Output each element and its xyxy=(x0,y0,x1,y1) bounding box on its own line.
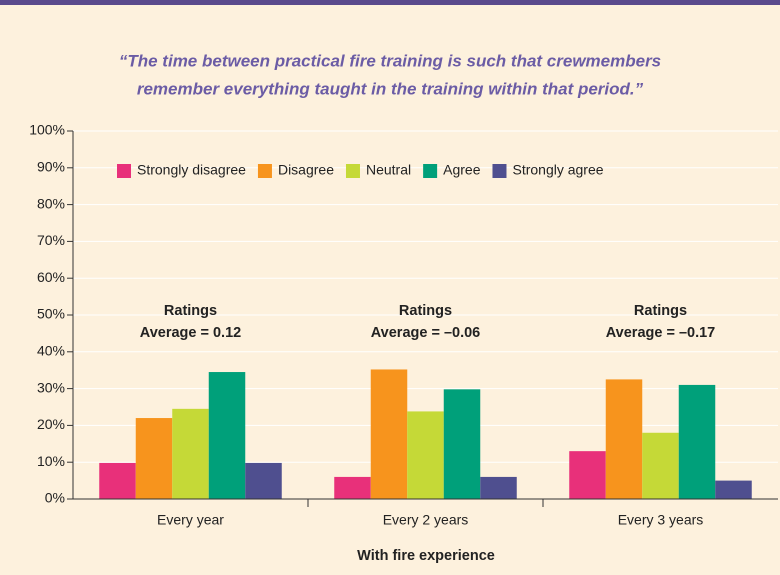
bar xyxy=(370,369,408,499)
legend-label: Strongly disagree xyxy=(137,162,246,178)
bar xyxy=(480,476,517,499)
bar xyxy=(135,418,173,499)
x-tick-label: Every 2 years xyxy=(383,512,469,528)
legend-label: Disagree xyxy=(278,162,334,178)
bar xyxy=(569,451,606,499)
bar xyxy=(208,372,246,499)
y-tick-label: 60% xyxy=(37,269,65,285)
x-tick-label: Every year xyxy=(157,512,224,528)
legend-label: Strongly agree xyxy=(512,162,603,178)
bar xyxy=(605,379,643,499)
annotation: Ratings xyxy=(399,303,452,319)
legend-swatch xyxy=(117,164,131,178)
bar xyxy=(99,462,136,499)
y-tick-label: 100% xyxy=(29,122,65,138)
y-tick-label: 30% xyxy=(37,379,65,395)
legend-label: Neutral xyxy=(366,162,411,178)
bar xyxy=(172,408,209,499)
legend-swatch xyxy=(257,164,272,178)
bar xyxy=(715,480,752,499)
annotation: Average = –0.06 xyxy=(371,325,481,341)
legend-swatch xyxy=(423,164,438,178)
y-tick-label: 20% xyxy=(37,416,65,432)
legend-label: Agree xyxy=(443,162,481,178)
bar xyxy=(334,476,371,499)
bar xyxy=(678,384,716,499)
y-tick-label: 50% xyxy=(37,306,65,322)
bar xyxy=(642,432,679,499)
y-tick-label: 70% xyxy=(37,232,65,248)
y-tick-label: 90% xyxy=(37,159,65,175)
legend-swatch xyxy=(492,164,507,178)
bar xyxy=(245,462,282,499)
chart-title: “The time between practical fire trainin… xyxy=(119,51,661,70)
annotation: Average = –0.17 xyxy=(606,325,716,341)
y-tick-label: 0% xyxy=(45,490,65,506)
bar xyxy=(443,389,481,499)
x-axis-label: With fire experience xyxy=(357,548,495,564)
top-bar xyxy=(0,0,780,5)
x-tick-label: Every 3 years xyxy=(618,512,704,528)
annotation: Average = 0.12 xyxy=(140,325,241,341)
bar xyxy=(407,411,444,499)
legend-swatch xyxy=(345,164,360,178)
chart-title: remember everything taught in the traini… xyxy=(137,79,644,98)
y-tick-label: 40% xyxy=(37,343,65,359)
y-tick-label: 10% xyxy=(37,453,65,469)
annotation: Ratings xyxy=(164,303,217,319)
y-tick-label: 80% xyxy=(37,195,65,211)
annotation: Ratings xyxy=(634,303,687,319)
